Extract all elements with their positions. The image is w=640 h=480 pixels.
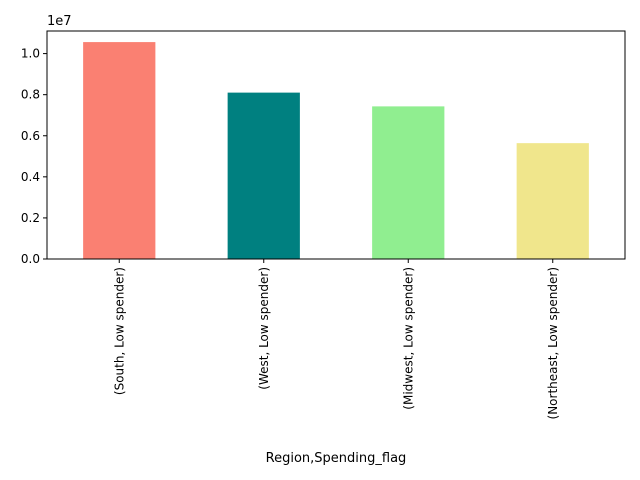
x-axis-label: Region,Spending_flag [266, 451, 407, 466]
x-tick-label-4: (Northeast, Low spender) [546, 267, 560, 419]
bar-4 [516, 143, 589, 259]
bar-2 [227, 92, 300, 260]
y-tick-label-1: 0.0 [21, 252, 40, 266]
y-tick-label-2: 0.2 [21, 211, 40, 225]
bars-group [83, 42, 589, 260]
x-axis: (South, Low spender) (West, Low spender) (… [112, 259, 560, 419]
y-tick-label-4: 0.6 [21, 129, 40, 143]
x-tick-label-3: (Midwest, Low spender) [401, 267, 415, 410]
y-scale-label: 1e7 [47, 14, 72, 29]
plot-frame [46, 30, 626, 260]
x-tick-label-1: (South, Low spender) [112, 267, 126, 395]
bar-3 [372, 106, 445, 259]
y-tick-label-6: 1.0 [21, 47, 40, 61]
y-axis: 0.0 0.2 0.4 0.6 0.8 1.0 [21, 47, 47, 266]
x-tick-label-2: (West, Low spender) [257, 267, 271, 390]
bar-1 [83, 42, 156, 260]
y-tick-label-5: 0.8 [21, 88, 40, 102]
y-tick-label-3: 0.4 [21, 170, 40, 184]
